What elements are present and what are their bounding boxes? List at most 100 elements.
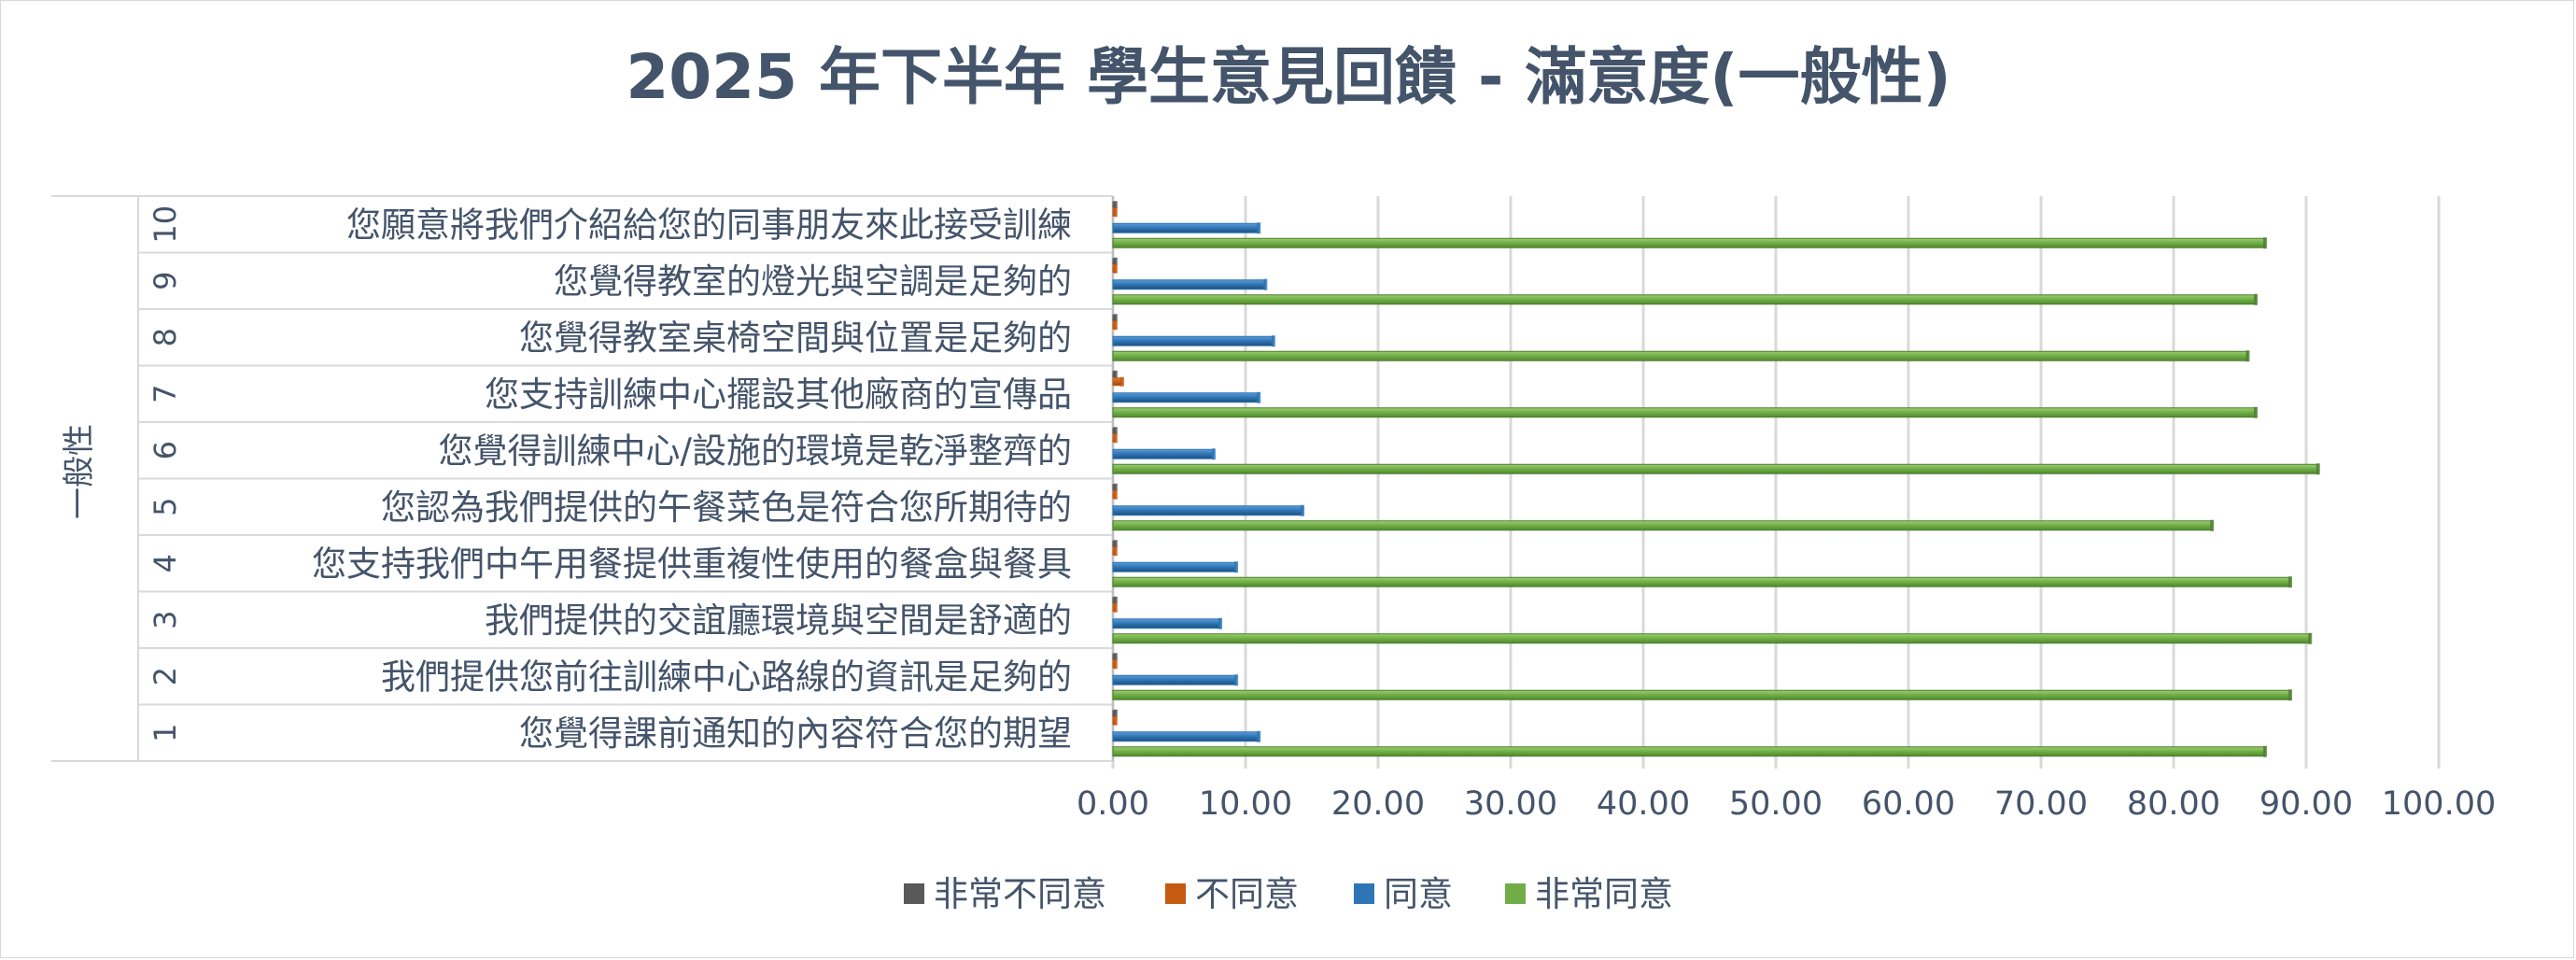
bar-end-cap	[1113, 653, 1118, 661]
legend-label: 不同意	[1195, 874, 1299, 914]
bar-3	[1112, 222, 1260, 233]
bar-end-cap	[2262, 745, 2267, 757]
category-number: 9	[148, 272, 183, 290]
x-axis-ticks: 0.00 10.00 20.00 30.00 40.00 50.00 60.00 70.00 8…	[1077, 785, 2496, 823]
bar-end-cap	[1113, 715, 1118, 726]
bar-end-cap	[1113, 596, 1118, 604]
legend-swatch	[1354, 883, 1374, 904]
bar-end-cap	[1113, 370, 1118, 378]
bar-4	[1112, 633, 2311, 644]
bar-end-cap	[2287, 689, 2292, 701]
bar-end-cap	[2254, 293, 2259, 305]
bar-end-cap	[1234, 561, 1239, 573]
bar-end-cap	[1113, 257, 1118, 265]
bar-3	[1112, 448, 1215, 459]
x-tick-label: 70.00	[1994, 785, 2088, 823]
legend-label: 同意	[1384, 874, 1453, 914]
x-tick-label: 50.00	[1729, 785, 1823, 823]
bar-end-cap	[1234, 674, 1239, 686]
bar-4	[1112, 463, 2319, 474]
bar-end-cap	[1113, 540, 1118, 548]
legend-swatch	[1165, 883, 1186, 904]
bar-3	[1112, 505, 1303, 516]
category-number: 1	[148, 724, 183, 742]
x-tick-label: 10.00	[1199, 785, 1292, 823]
chart-title: 2025 年下半年 學生意見回饋 - 滿意度(一般性)	[626, 41, 1950, 113]
bar-4	[1112, 576, 2291, 587]
bar-end-cap	[1113, 483, 1118, 491]
legend-label: 非常不同意	[934, 874, 1106, 914]
category-label: 我們提供的交誼廳環境與空間是舒適的	[485, 600, 1072, 641]
category-label: 您認為我們提供的午餐菜色是符合您所期待的	[381, 487, 1072, 528]
bar-3	[1112, 279, 1266, 290]
bar-4	[1112, 746, 2266, 757]
bar-end-cap	[1119, 376, 1124, 387]
bar-3	[1112, 392, 1260, 403]
category-number: 7	[148, 385, 183, 403]
category-label: 您覺得訓練中心/設施的環境是乾淨整齊的	[439, 431, 1072, 471]
bar-end-cap	[1211, 448, 1216, 460]
x-tick-label: 0.00	[1077, 785, 1149, 823]
category-number: 4	[148, 554, 183, 572]
bar-end-cap	[1257, 730, 1261, 742]
bar-end-cap	[1113, 489, 1118, 500]
bar-end-cap	[2316, 463, 2320, 475]
bar-4	[1112, 350, 2249, 361]
bar-end-cap	[1271, 335, 1275, 347]
bar-end-cap	[2254, 406, 2259, 418]
legend-label: 非常同意	[1535, 874, 1673, 914]
bar-end-cap	[1113, 602, 1118, 613]
bar-end-cap	[2287, 576, 2292, 588]
category-label: 您願意將我們介紹給您的同事朋友來此接受訓練	[346, 205, 1072, 245]
category-label: 您覺得課前通知的內容符合您的期望	[519, 713, 1072, 754]
bar-3	[1112, 731, 1260, 742]
legend-swatch	[1505, 883, 1526, 904]
bar-3	[1112, 561, 1237, 572]
bar-end-cap	[2262, 237, 2267, 249]
category-table: 1 您覺得課前通知的內容符合您的期望 2 我們提供您前往訓練中心路線的資訊是足夠的 3 我…	[51, 195, 1114, 762]
bar-end-cap	[1113, 320, 1118, 331]
bar-end-cap	[1263, 278, 1268, 290]
category-label: 您支持訓練中心擺設其他廠商的宣傳品	[485, 374, 1072, 415]
bar-layer	[1112, 201, 2320, 757]
bar-4	[1112, 294, 2257, 305]
bar-end-cap	[1218, 617, 1223, 629]
x-tick-label: 60.00	[1862, 785, 1955, 823]
legend: 非常不同意 不同意 同意 非常同意	[904, 874, 1673, 914]
bar-3	[1112, 618, 1221, 629]
bar-end-cap	[2245, 350, 2250, 362]
category-number: 8	[148, 328, 183, 346]
bar-4	[1112, 689, 2291, 700]
category-number: 6	[148, 441, 183, 459]
category-number: 5	[148, 498, 183, 516]
x-tick-label: 90.00	[2259, 785, 2353, 823]
bar-3	[1112, 335, 1274, 346]
x-tick-label: 30.00	[1464, 785, 1557, 823]
bar-end-cap	[1257, 222, 1261, 234]
bar-end-cap	[1113, 427, 1118, 435]
bar-4	[1112, 237, 2266, 248]
bar-end-cap	[2308, 632, 2313, 644]
bar-end-cap	[1301, 504, 1305, 516]
legend-swatch	[904, 883, 924, 904]
bar-end-cap	[1113, 207, 1118, 218]
x-tick-label: 100.00	[2382, 785, 2496, 823]
category-label: 您覺得教室桌椅空間與位置是足夠的	[519, 318, 1072, 358]
category-number: 2	[148, 667, 183, 685]
bar-end-cap	[1257, 391, 1261, 403]
bar-end-cap	[1113, 659, 1118, 670]
category-label: 您覺得教室的燈光與空調是足夠的	[554, 261, 1072, 302]
category-label: 我們提供您前往訓練中心路線的資訊是足夠的	[381, 656, 1072, 697]
category-number: 10	[148, 205, 183, 244]
category-number: 3	[148, 611, 183, 629]
bar-3	[1112, 674, 1237, 685]
bar-end-cap	[1113, 709, 1118, 717]
x-tick-label: 80.00	[2127, 785, 2220, 823]
category-label: 您支持我們中午用餐提供重複性使用的餐盒與餐具	[312, 544, 1072, 584]
bar-end-cap	[1113, 433, 1118, 444]
bar-end-cap	[1113, 263, 1118, 274]
x-tick-label: 20.00	[1331, 785, 1425, 823]
group-label: 一般性	[61, 424, 98, 519]
bar-4	[1112, 520, 2213, 531]
bar-4	[1112, 407, 2257, 418]
